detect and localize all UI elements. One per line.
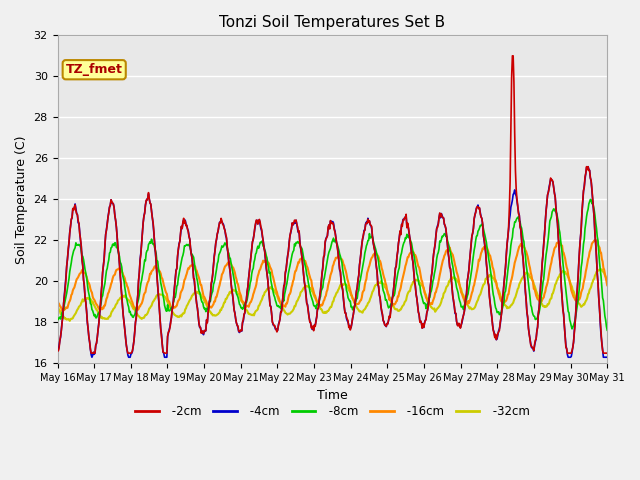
Title: Tonzi Soil Temperatures Set B: Tonzi Soil Temperatures Set B [220, 15, 445, 30]
Y-axis label: Soil Temperature (C): Soil Temperature (C) [15, 135, 28, 264]
Legend:  -2cm,  -4cm,  -8cm,  -16cm,  -32cm: -2cm, -4cm, -8cm, -16cm, -32cm [131, 401, 534, 423]
Text: TZ_fmet: TZ_fmet [66, 63, 123, 76]
X-axis label: Time: Time [317, 389, 348, 402]
